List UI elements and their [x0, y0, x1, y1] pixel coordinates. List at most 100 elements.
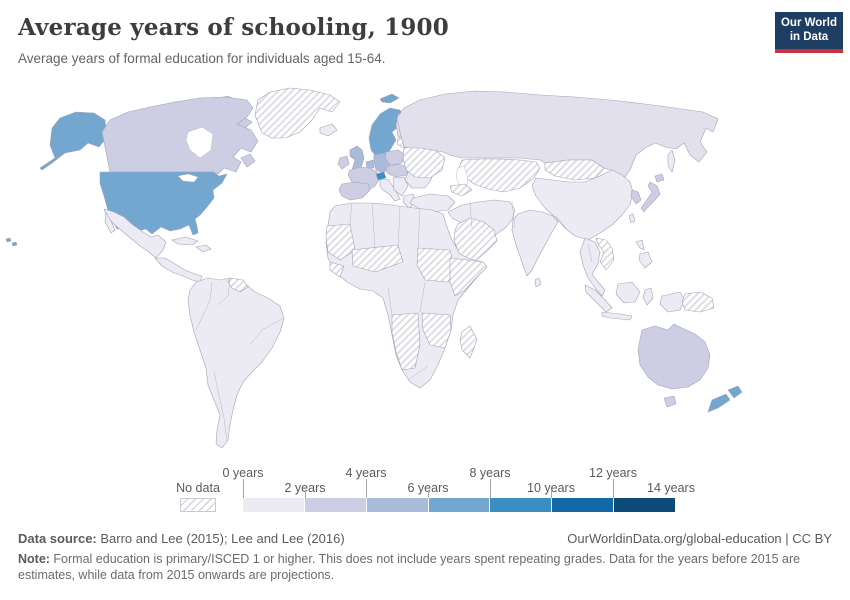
region-poland[interactable]: [384, 149, 405, 166]
region-central-america[interactable]: [154, 257, 203, 283]
region-spain-portugal[interactable]: [338, 181, 371, 201]
region-sumatra[interactable]: [584, 284, 613, 313]
region-sudan[interactable]: [416, 247, 456, 283]
footer-note-label: Note:: [18, 552, 50, 566]
region-sri-lanka[interactable]: [534, 277, 542, 288]
region-philippines-north[interactable]: [635, 239, 645, 251]
region-new-zealand-north[interactable]: [727, 385, 743, 399]
region-korea[interactable]: [630, 189, 642, 205]
region-new-guinea-west[interactable]: [659, 291, 686, 313]
region-mongolia[interactable]: [544, 159, 605, 181]
legend-tick-mark: [428, 490, 429, 498]
region-united-states[interactable]: [99, 171, 228, 236]
region-newfoundland[interactable]: [240, 153, 256, 168]
region-united-kingdom[interactable]: [349, 145, 365, 171]
region-madagascar[interactable]: [459, 325, 478, 359]
footer-source-label: Data source:: [18, 531, 97, 546]
region-australia[interactable]: [637, 323, 711, 390]
legend-tick-label-6: 6 years: [407, 481, 449, 495]
region-zambia-mozambique[interactable]: [421, 312, 452, 349]
region-horn-of-africa[interactable]: [449, 257, 488, 297]
region-philippines-south[interactable]: [638, 251, 653, 269]
region-sulawesi[interactable]: [642, 287, 654, 306]
region-tasmania[interactable]: [663, 395, 677, 408]
region-mexico[interactable]: [103, 208, 167, 259]
legend-tick-mark: [613, 479, 614, 498]
region-turkey[interactable]: [409, 193, 456, 213]
region-guinea[interactable]: [329, 261, 345, 278]
region-greenland[interactable]: [254, 87, 341, 139]
region-svalbard[interactable]: [379, 93, 400, 104]
region-mainland-southeast-asia[interactable]: [579, 237, 606, 297]
footer-note-text: Formal education is primary/ISCED 1 or h…: [18, 552, 801, 582]
region-hawaii[interactable]: [5, 237, 18, 247]
legend-tick-label-10: 10 years: [527, 481, 575, 495]
legend-no-data-swatch[interactable]: [180, 498, 216, 512]
region-iceland[interactable]: [319, 123, 338, 137]
region-vietnam-laos[interactable]: [595, 237, 615, 271]
region-sakhalin[interactable]: [667, 149, 676, 173]
legend-tick-label-2: 2 years: [284, 481, 326, 495]
legend-bin-4-6[interactable]: [366, 498, 429, 512]
region-guyanas[interactable]: [227, 277, 249, 293]
region-hispaniola[interactable]: [195, 244, 212, 253]
region-china[interactable]: [531, 169, 634, 241]
legend-bin-10-12[interactable]: [552, 498, 615, 512]
region-new-zealand-south[interactable]: [707, 393, 731, 413]
great-lakes-water: [177, 173, 199, 183]
region-new-guinea-east[interactable]: [681, 291, 715, 313]
region-balkans[interactable]: [392, 176, 409, 197]
hudson-bay-water: [185, 126, 214, 159]
legend-no-data-label: No data: [176, 481, 220, 495]
owid-logo[interactable]: Our World in Data: [775, 12, 843, 53]
footer-note: Note: Formal education is primary/ISCED …: [18, 551, 828, 583]
region-sahel-east[interactable]: [351, 244, 404, 273]
legend-bin-6-8[interactable]: [428, 498, 491, 512]
legend-bin-12-14[interactable]: [614, 498, 676, 512]
region-hokkaido[interactable]: [654, 173, 665, 183]
legend-tick-mark: [305, 490, 306, 498]
region-south-america[interactable]: [187, 277, 285, 449]
legend-tick-mark: [490, 479, 491, 498]
region-ireland[interactable]: [337, 155, 350, 170]
page-subtitle: Average years of formal education for in…: [18, 51, 386, 66]
legend-bin-0-2[interactable]: [243, 498, 305, 512]
footer-source-text: Barro and Lee (2015); Lee and Lee (2016): [96, 531, 345, 546]
legend-tick-label-8: 8 years: [469, 466, 511, 480]
region-switzerland[interactable]: [375, 171, 387, 181]
region-java[interactable]: [601, 311, 633, 321]
region-arabian-peninsula[interactable]: [453, 217, 498, 266]
legend-bin-8-10[interactable]: [490, 498, 553, 512]
owid-logo-line1: Our World: [780, 17, 837, 29]
region-cuba[interactable]: [171, 236, 199, 246]
footer-link[interactable]: OurWorldinData.org/global-education | CC…: [567, 531, 832, 546]
legend-tick-label-14: 14 years: [647, 481, 695, 495]
region-borneo[interactable]: [615, 281, 641, 304]
legend-tick-label-4: 4 years: [345, 466, 387, 480]
legend-tick-mark: [551, 490, 552, 498]
legend-tick-mark: [243, 479, 244, 498]
region-baja-california[interactable]: [104, 212, 116, 234]
region-alaska[interactable]: [39, 111, 108, 171]
region-angola-namibia[interactable]: [391, 312, 421, 371]
legend-tick-label-12: 12 years: [589, 466, 637, 480]
region-india[interactable]: [511, 209, 559, 277]
region-russia[interactable]: [396, 90, 719, 178]
region-italy[interactable]: [379, 178, 401, 202]
chart-header: Average years of schooling, 1900 Average…: [18, 14, 758, 66]
legend-tick-mark: [366, 479, 367, 498]
footer-source-line: OurWorldinData.org/global-education | CC…: [18, 531, 832, 546]
region-japan[interactable]: [640, 181, 661, 213]
region-kazakhstan-central-asia[interactable]: [458, 158, 541, 193]
region-taiwan[interactable]: [628, 213, 636, 224]
country-borders: [195, 201, 593, 443]
region-benelux[interactable]: [365, 159, 375, 169]
region-canada[interactable]: [101, 96, 259, 175]
legend-color-bar: [243, 498, 676, 512]
legend-tick-label-0: 0 years: [222, 466, 264, 480]
region-caucasus[interactable]: [449, 183, 473, 197]
legend-bin-2-4[interactable]: [304, 498, 367, 512]
